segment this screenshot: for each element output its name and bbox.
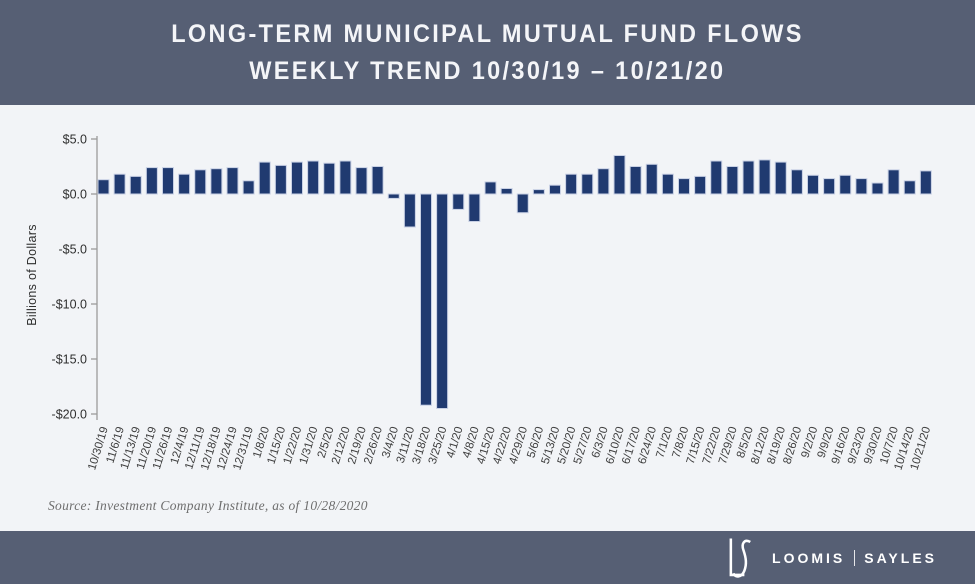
y-tick-label: -$10.0: [52, 298, 87, 312]
chart-title-line1: LONG-TERM MUNICIPAL MUTUAL FUND FLOWS: [171, 19, 804, 48]
y-tick-label: $0.0: [63, 188, 87, 202]
brand-sayles: SAYLES: [864, 549, 937, 566]
bar-1/22/20: [291, 161, 303, 195]
bar-6/24/20: [645, 163, 658, 195]
bar-11/6/19: [113, 173, 126, 195]
bar-6/17/20: [629, 166, 642, 195]
bar-2/12/20: [339, 160, 352, 195]
bar-2/26/20: [371, 166, 384, 195]
bar-7/22/20: [710, 160, 723, 195]
bar-7/8/20: [678, 178, 690, 195]
bar-5/6/20: [532, 189, 545, 195]
y-axis-title: Billions of Dollars: [25, 224, 39, 326]
bar-7/15/20: [694, 175, 707, 195]
bar-9/2/20: [807, 174, 819, 195]
bar-12/4/19: [178, 173, 191, 195]
bar-2/19/20: [355, 167, 368, 195]
bar-3/4/20: [387, 193, 400, 199]
bar-1/15/20: [274, 164, 287, 195]
bar-4/22/20: [500, 188, 513, 195]
bar-8/5/20: [742, 160, 755, 195]
bar-8/19/20: [774, 161, 787, 195]
brand-divider: [854, 549, 856, 566]
bar-3/11/20: [403, 193, 416, 228]
y-tick-label: $5.0: [63, 133, 87, 147]
brand-wordmark: LOOMIS SAYLES: [772, 549, 937, 566]
y-tick-label: -$5.0: [59, 243, 88, 257]
bar-12/18/19: [210, 168, 223, 195]
source-note: Source: Investment Company Institute, as…: [48, 498, 368, 513]
bar-9/16/20: [839, 174, 852, 195]
bar-5/20/20: [565, 173, 578, 195]
y-tick-label: -$15.0: [52, 353, 87, 367]
loomis-sayles-ls-logo-icon: [729, 538, 751, 578]
bar-1/31/20: [307, 160, 320, 195]
y-tick-label: -$20.0: [52, 408, 87, 422]
bar-4/8/20: [468, 193, 481, 222]
bar-4/15/20: [484, 181, 497, 195]
bar-11/26/19: [162, 167, 174, 195]
bar-10/30/19: [97, 179, 110, 195]
bar-6/10/20: [613, 155, 626, 195]
brand-loomis: LOOMIS: [772, 549, 846, 566]
bar-1/8/20: [258, 161, 271, 195]
bar-10/14/20: [903, 180, 916, 195]
bar-11/20/19: [145, 167, 158, 195]
chart-title-line2: WEEKLY TREND 10/30/19 – 10/21/20: [249, 56, 726, 85]
bar-3/25/20: [436, 193, 449, 409]
bar-10/7/20: [887, 169, 900, 195]
bar-8/26/20: [790, 169, 803, 195]
bar-5/13/20: [549, 184, 561, 195]
bar-4/29/20: [516, 193, 529, 214]
bar-6/3/20: [597, 168, 610, 195]
footer-brand-bar: LOOMIS SAYLES: [0, 531, 975, 584]
bar-7/29/20: [726, 166, 739, 195]
bar-12/31/19: [242, 180, 255, 195]
bar-12/24/19: [226, 167, 239, 195]
bar-9/23/20: [855, 178, 868, 195]
bar-10/21/20: [919, 170, 932, 195]
bar-3/18/20: [420, 193, 432, 406]
header-banner: LONG-TERM MUNICIPAL MUTUAL FUND FLOWS WE…: [0, 0, 975, 105]
bar-2/5/20: [323, 162, 336, 195]
bar-7/1/20: [661, 173, 674, 195]
bar-9/30/20: [871, 182, 884, 195]
bar-9/9/20: [823, 178, 836, 195]
bar-8/12/20: [758, 159, 771, 195]
x-label: 10/30/19: [86, 425, 111, 471]
bar-12/11/19: [194, 169, 207, 195]
bar-11/13/19: [129, 175, 142, 195]
bar-5/27/20: [581, 173, 594, 195]
bar-4/1/20: [452, 193, 465, 210]
